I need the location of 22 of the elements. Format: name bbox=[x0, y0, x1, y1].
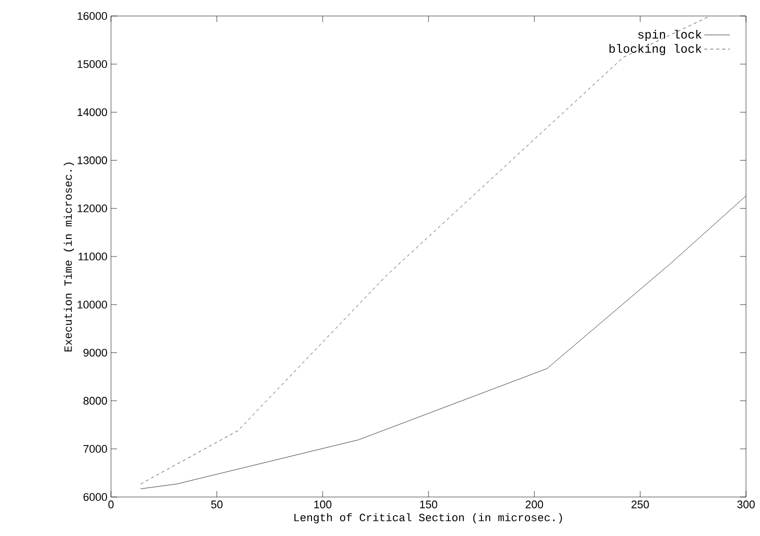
y-tick-label: 12000 bbox=[78, 204, 108, 212]
y-tick-label: 9000 bbox=[84, 348, 108, 357]
y-tick-label: 15000 bbox=[78, 60, 108, 68]
x-tick-label: 250 bbox=[632, 500, 649, 508]
y-axis-title: Execution Time (in microsec.) bbox=[64, 162, 74, 352]
x-tick-label: 50 bbox=[211, 500, 223, 508]
x-tick-label: 200 bbox=[526, 500, 544, 508]
y-tick-label: 16000 bbox=[78, 12, 108, 20]
y-tick-label: 7000 bbox=[84, 445, 108, 453]
y-tick-label: 6000 bbox=[84, 493, 108, 501]
legend-label: spin lock bbox=[638, 30, 702, 42]
x-tick-label: 100 bbox=[314, 500, 332, 508]
x-tick-label: 0 bbox=[108, 500, 114, 508]
y-tick-label: 8000 bbox=[83, 396, 108, 405]
legend-label: blocking lock bbox=[610, 44, 702, 56]
y-tick-label: 11000 bbox=[78, 252, 108, 260]
x-tick-label: 150 bbox=[420, 500, 438, 508]
x-tick-label: 300 bbox=[737, 500, 755, 508]
y-tick-label: 10000 bbox=[78, 300, 108, 308]
x-axis-title: Length of Critical Section (in microsec.) bbox=[294, 513, 562, 524]
y-tick-label: 14000 bbox=[78, 108, 108, 116]
y-tick-label: 13000 bbox=[78, 156, 108, 164]
